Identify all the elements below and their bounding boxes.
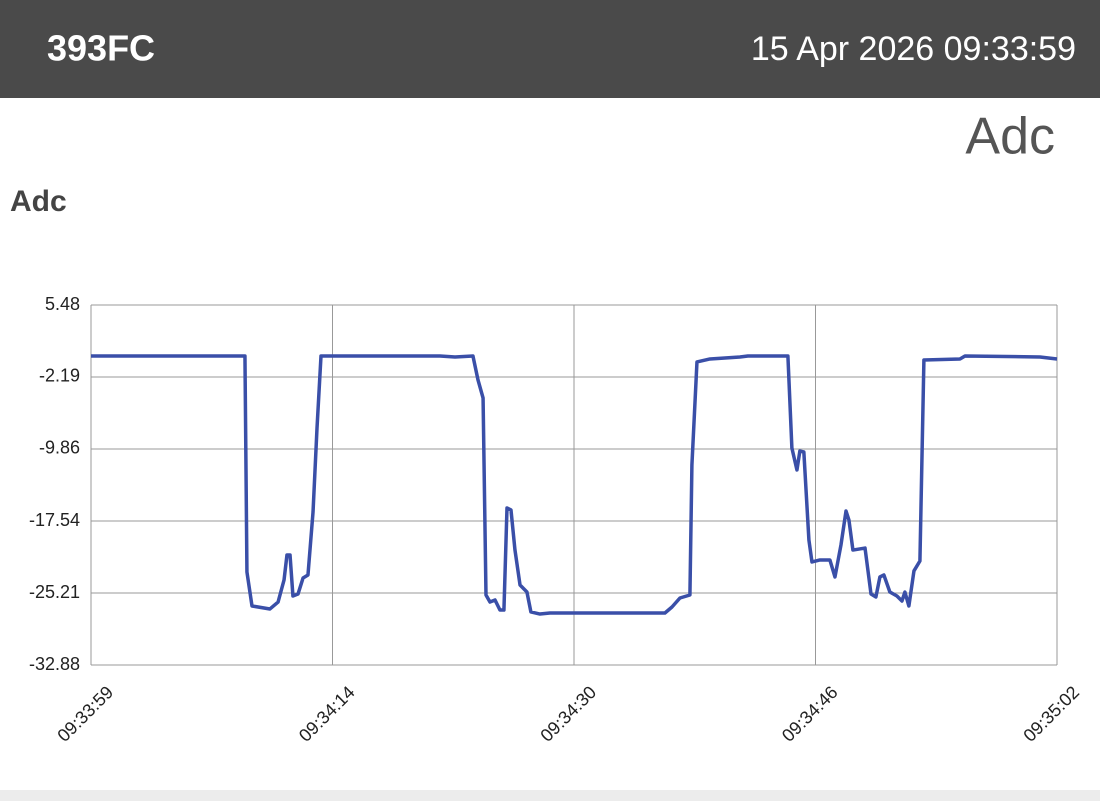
bottom-strip <box>0 790 1100 801</box>
header-bar <box>0 0 1100 98</box>
y-tick-label: -9.86 <box>39 438 80 458</box>
x-tick-label: 09:34:46 <box>778 682 842 746</box>
panel-title: Adc <box>965 108 1055 166</box>
device-id: 393FC <box>47 28 155 69</box>
y-tick-label: -2.19 <box>39 366 80 386</box>
y-tick-label: -25.21 <box>29 582 80 602</box>
x-tick-label: 09:33:59 <box>53 682 117 746</box>
timestamp: 15 Apr 2026 09:33:59 <box>751 30 1076 68</box>
x-tick-label: 09:35:02 <box>1019 682 1083 746</box>
x-tick-label: 09:34:14 <box>295 682 359 746</box>
chart-title: Adc <box>10 185 67 218</box>
data-line <box>91 354 1058 616</box>
y-tick-label: -32.88 <box>29 654 80 674</box>
y-tick-label: 5.48 <box>45 294 80 314</box>
x-tick-label: 09:34:30 <box>536 682 600 746</box>
y-tick-label: -17.54 <box>29 510 80 530</box>
